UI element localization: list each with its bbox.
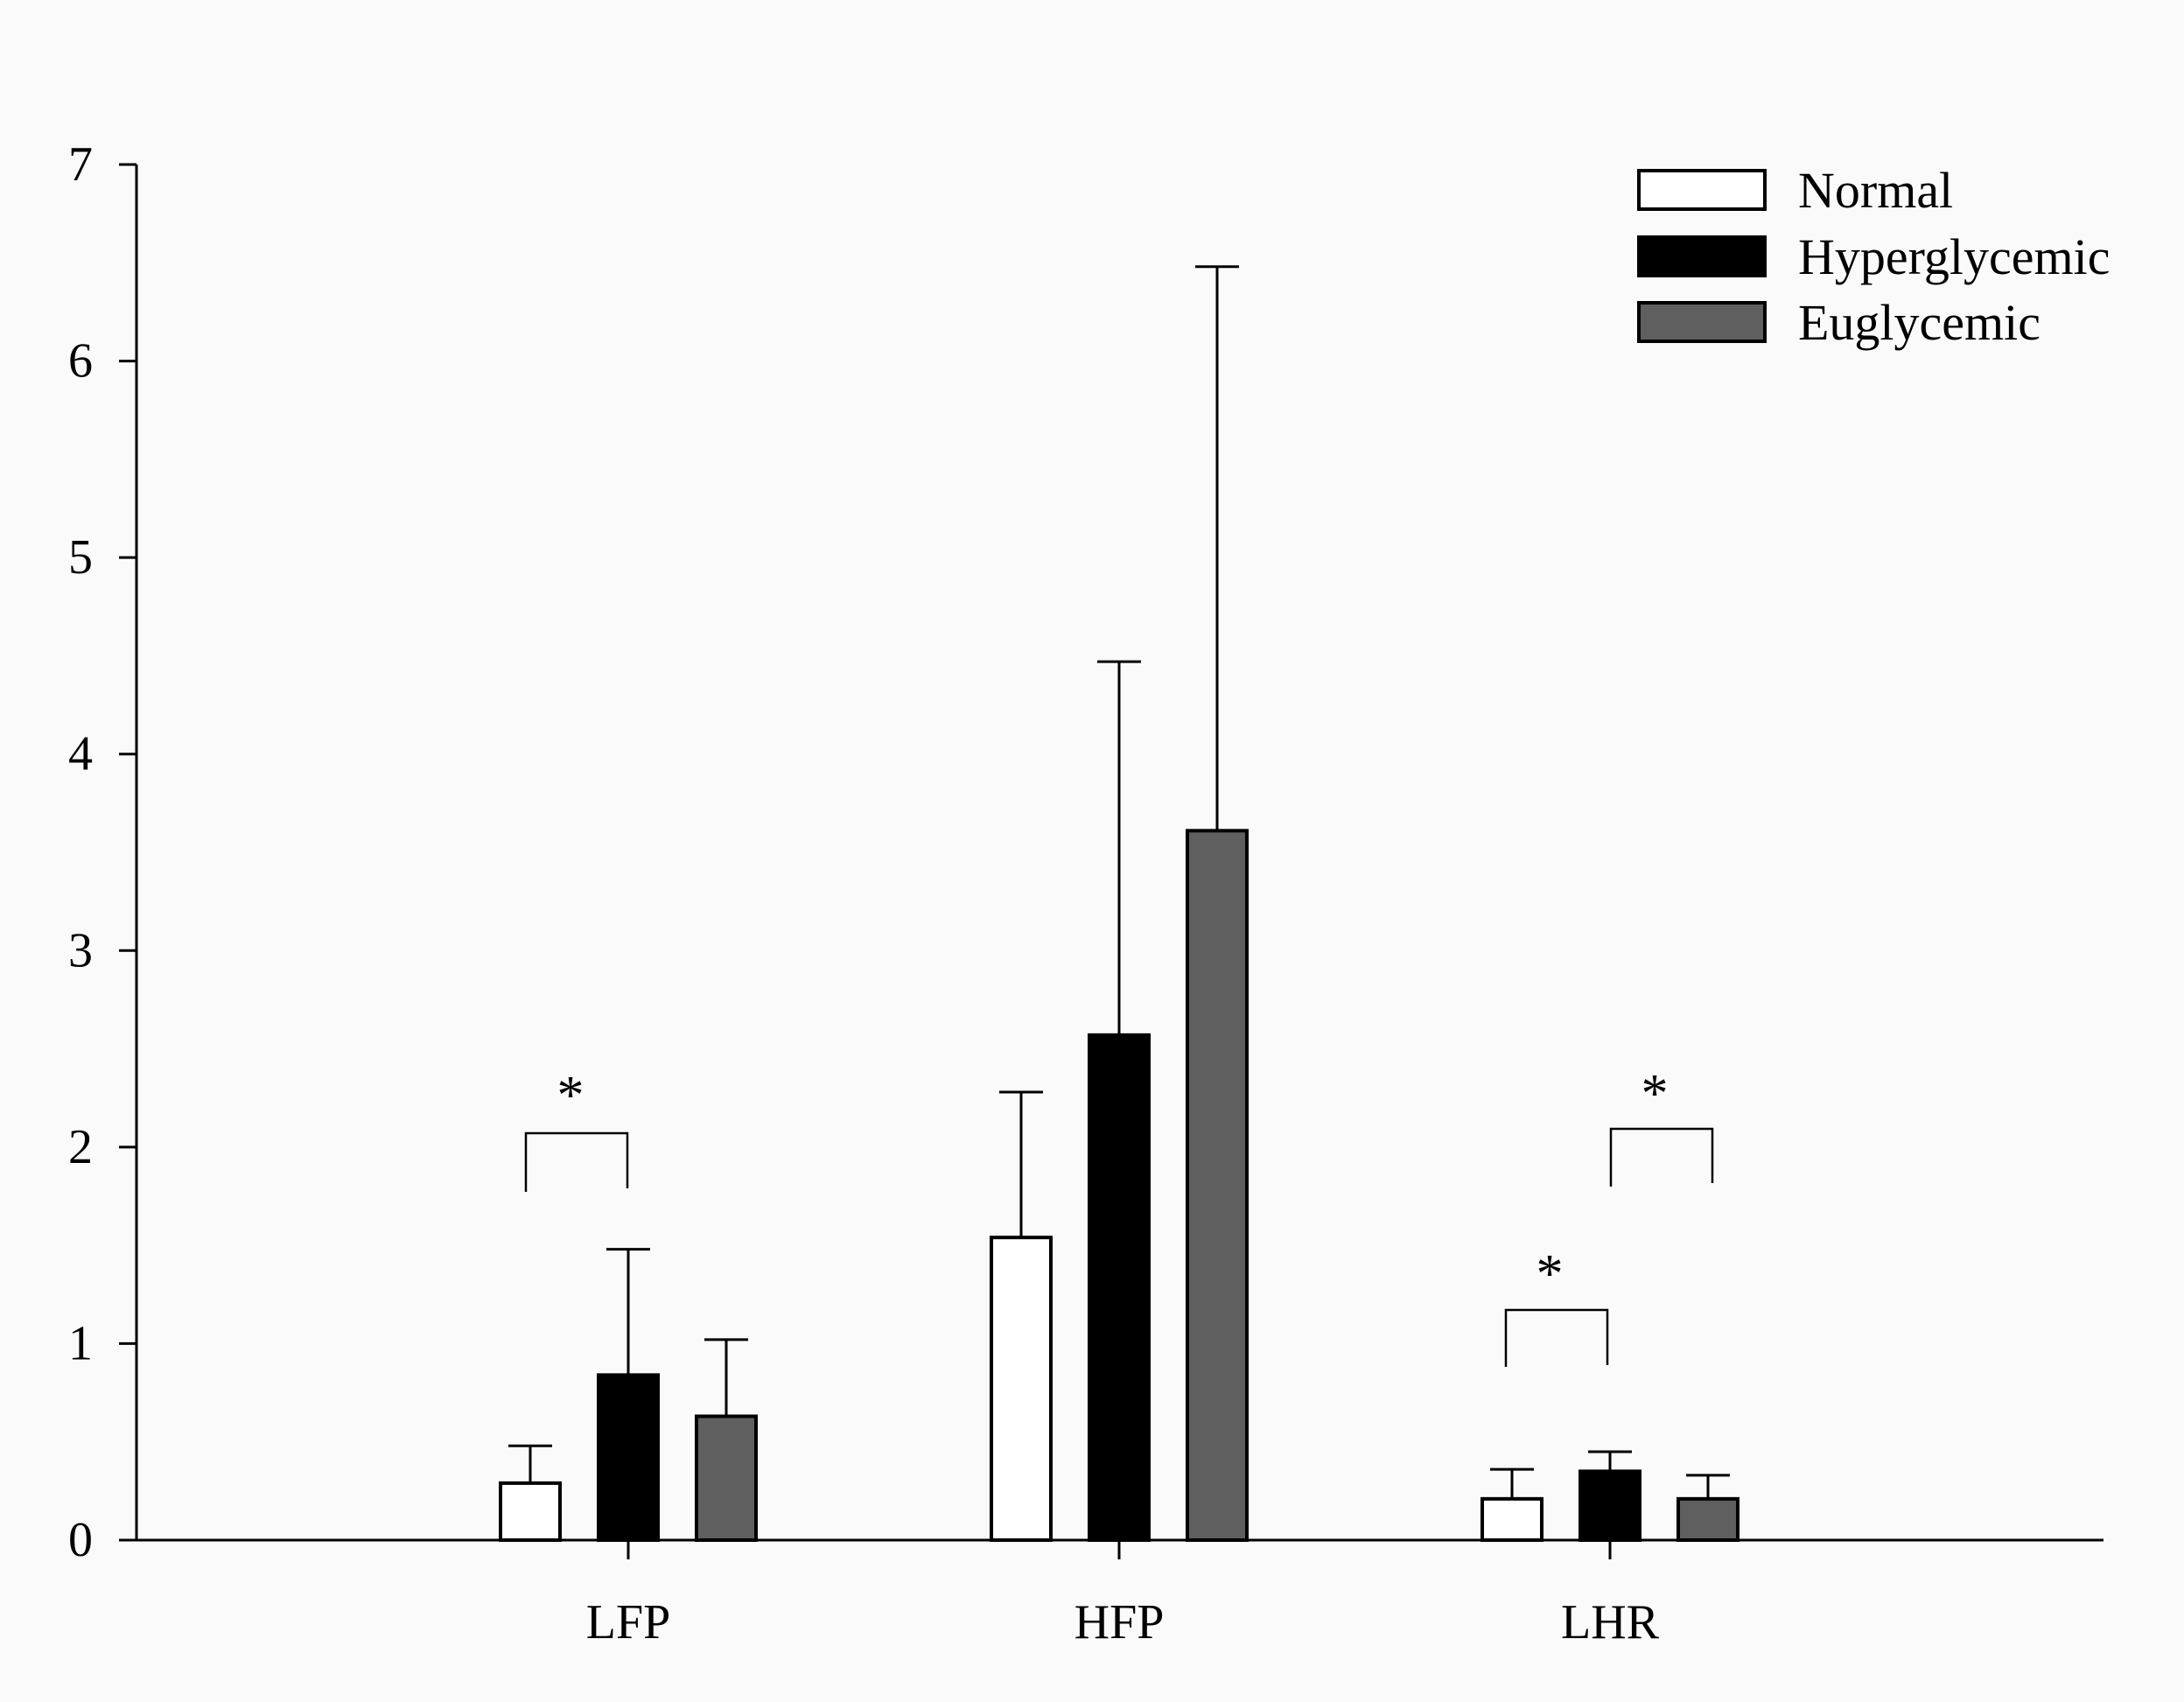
bar-euglycemic-lfp: [695, 1414, 758, 1543]
bar-euglycemic-lhr: [1676, 1496, 1740, 1542]
bar-hyperglycemic-lfp: [597, 1373, 660, 1542]
legend-label-hyperglycemic: Hyperglycemic: [1798, 228, 2110, 285]
bar-euglycemic-hfp: [1186, 829, 1249, 1542]
significance-bracket: [524, 1131, 629, 1192]
x-tick-label: LFP: [586, 1595, 671, 1649]
significance-star: *: [1642, 1064, 1669, 1124]
y-tick-label: 7: [68, 137, 93, 192]
bar-hyperglycemic-lhr: [1578, 1469, 1642, 1543]
significance-star: *: [557, 1066, 584, 1125]
legend-swatch-normal: [1637, 169, 1767, 211]
significance-bracket: [1609, 1127, 1714, 1187]
bar-hyperglycemic-hfp: [1088, 1033, 1151, 1542]
bar-normal-lhr: [1480, 1496, 1544, 1542]
legend-label-euglycemic: Euglycemic: [1798, 294, 2040, 351]
x-tick-label: HFP: [1074, 1595, 1165, 1649]
y-tick-label: 3: [68, 923, 93, 977]
legend-swatch-hyperglycemic: [1637, 235, 1767, 277]
legend-swatch-euglycemic: [1637, 301, 1767, 343]
y-tick-label: 0: [68, 1513, 93, 1567]
legend-label-normal: Normal: [1798, 162, 1953, 219]
bar-normal-lfp: [499, 1481, 562, 1542]
y-tick-label: 1: [68, 1316, 93, 1370]
significance-star: *: [1536, 1244, 1564, 1304]
y-tick-label: 6: [68, 334, 93, 389]
significance-bracket: [1504, 1308, 1609, 1367]
bar-normal-hfp: [990, 1236, 1053, 1543]
y-tick-label: 4: [68, 727, 93, 781]
y-tick-label: 2: [68, 1120, 93, 1174]
x-tick-label: LHR: [1561, 1595, 1660, 1649]
y-tick-label: 5: [68, 530, 93, 585]
